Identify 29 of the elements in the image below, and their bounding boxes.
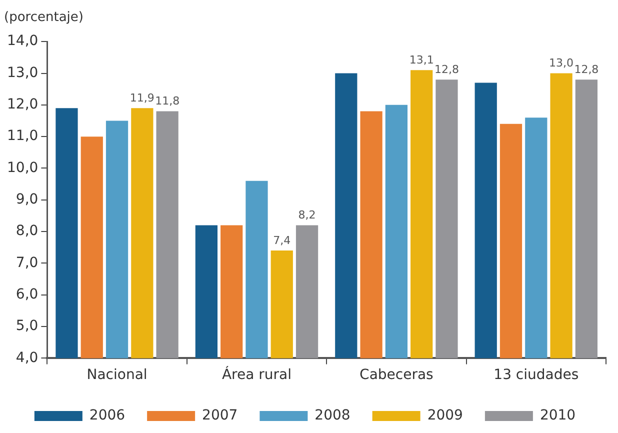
x-tick-label: Área rural: [222, 366, 292, 384]
legend-label: 2006: [89, 408, 126, 424]
y-tick-label: 9,0: [16, 192, 38, 208]
legend-label: 2009: [427, 408, 463, 424]
data-label: 13,1: [409, 53, 434, 66]
y-tick-label: 8,0: [16, 223, 38, 240]
data-label: 13,0: [549, 56, 574, 70]
legend-label: 2010: [540, 408, 576, 424]
x-tick-label: Nacional: [86, 367, 148, 384]
data-label: 12,8: [574, 62, 599, 76]
y-tick-label: 13,0: [7, 64, 38, 81]
y-tick-label: 11,0: [7, 128, 38, 144]
legend-label: 2008: [314, 408, 350, 424]
y-tick-label: 12,0: [7, 96, 38, 113]
data-label: 8,2: [298, 208, 316, 222]
x-tick-label: 13 ciudades: [494, 367, 579, 384]
y-axis-title: (porcentaje): [4, 10, 84, 26]
y-tick-label: 6,0: [16, 286, 38, 303]
data-label: 12,8: [434, 62, 459, 76]
data-label: 11,9: [130, 91, 154, 104]
x-tick-label: Cabeceras: [360, 367, 434, 384]
data-label: 11,8: [155, 94, 180, 108]
data-label: 7,4: [273, 234, 291, 247]
y-tick-label: 7,0: [16, 254, 38, 271]
y-tick-label: 14,0: [7, 33, 38, 50]
y-tick-label: 5,0: [16, 318, 38, 334]
y-tick-label: 4,0: [16, 350, 38, 366]
y-tick-label: 10,0: [7, 160, 38, 176]
legend-label: 2007: [202, 408, 238, 424]
